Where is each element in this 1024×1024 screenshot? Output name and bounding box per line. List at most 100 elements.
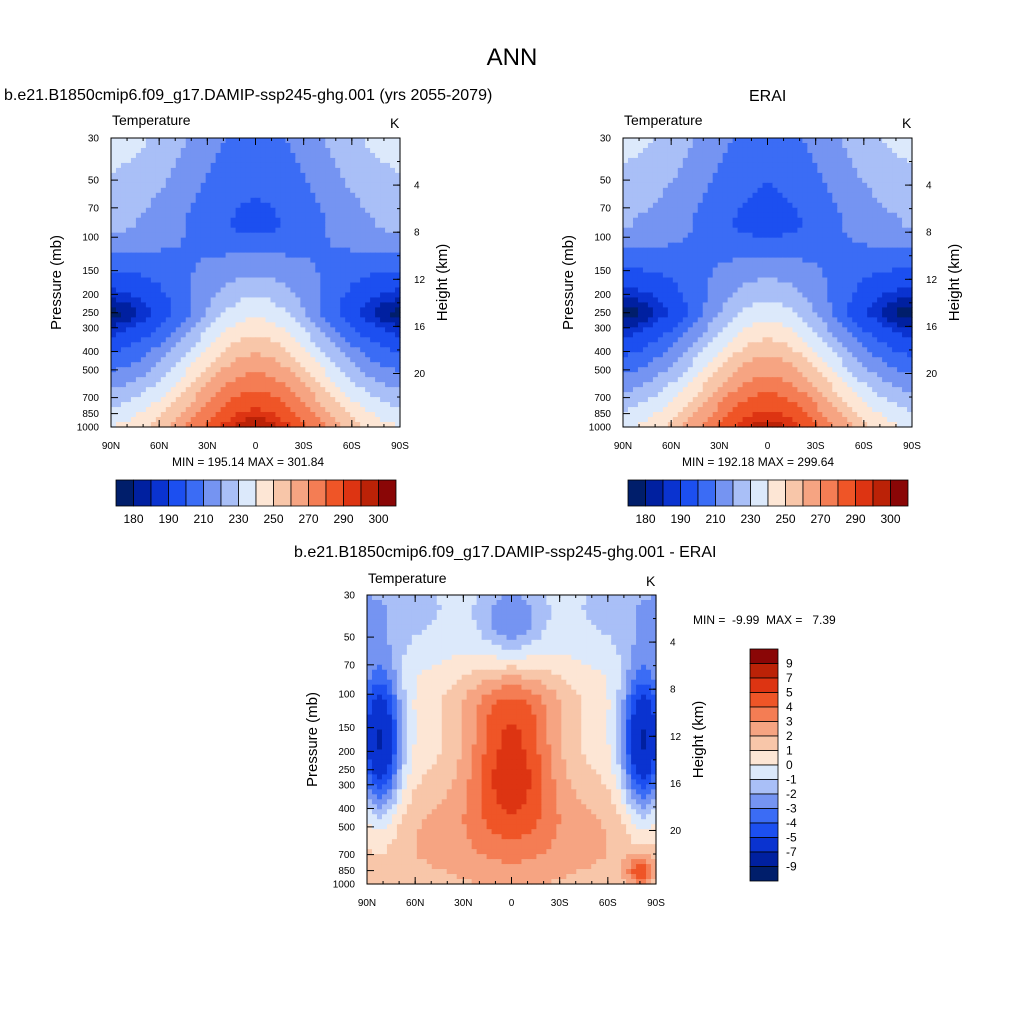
contour-cell — [702, 177, 709, 184]
contour-cell — [667, 232, 674, 239]
contour-cell — [111, 202, 117, 209]
contour-cell — [330, 212, 336, 219]
contour-cell — [395, 138, 401, 144]
contour-cell — [897, 172, 903, 179]
contour-cell — [175, 162, 182, 169]
contour-cell — [862, 207, 868, 214]
contour-cell — [847, 252, 853, 259]
contour-cell — [632, 162, 639, 169]
contour-cell — [280, 402, 286, 408]
contour-cell — [395, 217, 401, 224]
contour-cell — [395, 292, 401, 299]
contour-cell — [777, 192, 784, 199]
contour-cell — [225, 167, 232, 174]
contour-cell — [817, 197, 823, 204]
contour-cell — [360, 202, 366, 209]
contour-cell — [355, 352, 361, 358]
contour-cell — [727, 147, 734, 154]
contour-cell — [380, 167, 386, 174]
contour-cell — [882, 182, 888, 189]
contour-cell — [385, 242, 391, 249]
contour-cell — [240, 187, 247, 194]
contour-cell — [145, 322, 152, 328]
contour-cell — [672, 152, 679, 159]
contour-cell — [892, 237, 898, 244]
contour-cell — [330, 402, 336, 408]
contour-cell — [350, 312, 356, 318]
contour-cell — [697, 237, 704, 244]
contour-cell — [130, 272, 137, 279]
contour-cell — [807, 192, 813, 199]
contour-cell — [320, 152, 326, 159]
contour-cell — [380, 242, 386, 249]
contour-cell — [375, 222, 381, 229]
contour-cell — [380, 307, 386, 313]
contour-cell — [135, 392, 142, 398]
contour-cell — [375, 172, 381, 179]
contour-cell — [907, 222, 913, 229]
contour-cell — [375, 192, 381, 199]
contour-cell — [727, 212, 734, 219]
contour-cell — [235, 212, 242, 219]
contour-cell — [852, 237, 858, 244]
contour-cell — [240, 357, 247, 363]
contour-cell — [315, 312, 321, 318]
contour-cell — [667, 172, 674, 179]
contour-cell — [827, 237, 833, 244]
contour-cell — [290, 327, 296, 333]
contour-cell — [320, 327, 326, 333]
contour-cell — [657, 232, 664, 239]
colorbar-label: 300 — [368, 512, 388, 526]
contour-cell — [325, 357, 331, 363]
contour-cell — [225, 322, 232, 328]
contour-cell — [642, 207, 649, 214]
contour-cell — [215, 297, 222, 304]
contour-cell — [280, 322, 286, 328]
contour-cell — [335, 252, 341, 259]
contour-cell — [145, 242, 152, 249]
contour-cell — [180, 322, 187, 328]
contour-cell — [637, 157, 644, 164]
contour-cell — [390, 362, 396, 368]
contour-cell — [722, 232, 729, 239]
contour-cell — [657, 177, 664, 184]
contour-cell — [150, 147, 157, 154]
contour-cell — [717, 157, 724, 164]
contour-cell — [330, 232, 336, 239]
contour-cell — [682, 152, 689, 159]
contour-cell — [225, 177, 232, 184]
contour-cell — [702, 252, 709, 259]
contour-cell — [310, 172, 316, 179]
contour-cell — [360, 247, 366, 254]
contour-cell — [290, 247, 296, 254]
contour-cell — [717, 227, 724, 234]
contour-cell — [165, 402, 172, 408]
contour-cell — [240, 407, 247, 413]
contour-cell — [260, 267, 267, 274]
contour-cell — [155, 412, 162, 418]
contour-cell — [145, 302, 152, 309]
contour-cell — [325, 177, 331, 184]
contour-cell — [395, 422, 401, 428]
contour-cell — [240, 342, 247, 348]
contour-cell — [697, 252, 704, 259]
contour-cell — [647, 172, 654, 179]
contour-cell — [623, 237, 629, 244]
contour-cell — [300, 192, 306, 199]
contour-cell — [355, 162, 361, 169]
contour-cell — [897, 157, 903, 164]
contour-cell — [245, 377, 252, 383]
contour-cell — [270, 322, 277, 328]
contour-cell — [632, 257, 639, 264]
contour-cell — [340, 387, 346, 393]
contour-cell — [295, 212, 301, 219]
contour-cell — [385, 287, 391, 294]
contour-cell — [205, 367, 212, 373]
contour-cell — [872, 157, 878, 164]
contour-cell — [245, 282, 252, 289]
contour-cell — [185, 362, 192, 368]
contour-cell — [155, 202, 162, 209]
contour-cell — [305, 322, 311, 328]
contour-cell — [265, 207, 272, 214]
contour-cell — [310, 197, 316, 204]
